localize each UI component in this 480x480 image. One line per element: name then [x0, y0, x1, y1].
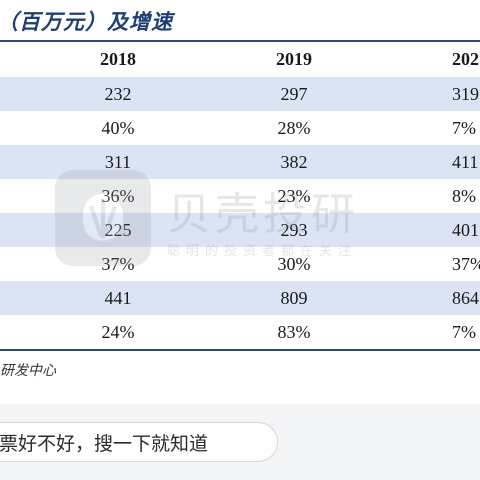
table-cell: 28% — [277, 117, 311, 138]
header-2020: 202 — [452, 49, 479, 69]
table-row: 232 297 319 — [0, 77, 480, 111]
header-2019: 2019 — [276, 49, 312, 69]
table-cell: 441 — [104, 287, 132, 308]
table-row: 24% 83% 7% — [0, 315, 480, 349]
table-row: 40% 28% 7% — [0, 111, 480, 145]
table-bottom-rule — [0, 349, 480, 351]
search-bar[interactable]: 票好不好，搜一下就知道 — [0, 422, 278, 462]
table-header-row: 2018 2019 202 — [0, 42, 480, 77]
table-cell: 40% — [101, 117, 135, 138]
table-cell: 411 — [452, 151, 479, 172]
table-cell: 382 — [280, 151, 308, 172]
table-cell: 37% — [452, 253, 480, 274]
table-cell: 293 — [280, 219, 308, 240]
table-cell: 24% — [101, 321, 135, 342]
source-note: 研发中心 — [0, 363, 56, 379]
table-cell: 7% — [452, 117, 476, 138]
table-top-rule — [0, 40, 480, 42]
table-cell: 30% — [277, 253, 311, 274]
table-cell: 36% — [101, 185, 135, 206]
table-row: 36% 23% 8% — [0, 179, 480, 213]
table-title: （百万元）及增速 — [0, 10, 173, 34]
table-cell: 232 — [104, 83, 132, 104]
table-cell: 864 — [452, 287, 479, 308]
header-2018: 2018 — [100, 49, 136, 69]
table-row: 311 382 411 — [0, 145, 480, 179]
table-cell: 7% — [452, 321, 476, 342]
table-cell: 225 — [104, 219, 132, 240]
data-table: 2018 2019 202 232 297 319 40% 28% 7% 311… — [0, 42, 480, 349]
table-cell: 83% — [277, 321, 311, 342]
table-cell: 8% — [452, 185, 476, 206]
table-cell: 311 — [104, 151, 132, 172]
table-row: 441 809 864 — [0, 281, 480, 315]
search-text: 票好不好，搜一下就知道 — [0, 432, 209, 455]
table-cell: 37% — [101, 253, 135, 274]
title-bar: （百万元）及增速 — [0, 0, 480, 40]
table-cell: 297 — [280, 83, 308, 104]
table-cell: 809 — [280, 287, 308, 308]
table-row: 225 293 401 — [0, 213, 480, 247]
table-cell: 23% — [277, 185, 311, 206]
table-cell: 319 — [452, 83, 479, 104]
table-row: 37% 30% 37% — [0, 247, 480, 281]
table-cell: 401 — [452, 219, 479, 240]
